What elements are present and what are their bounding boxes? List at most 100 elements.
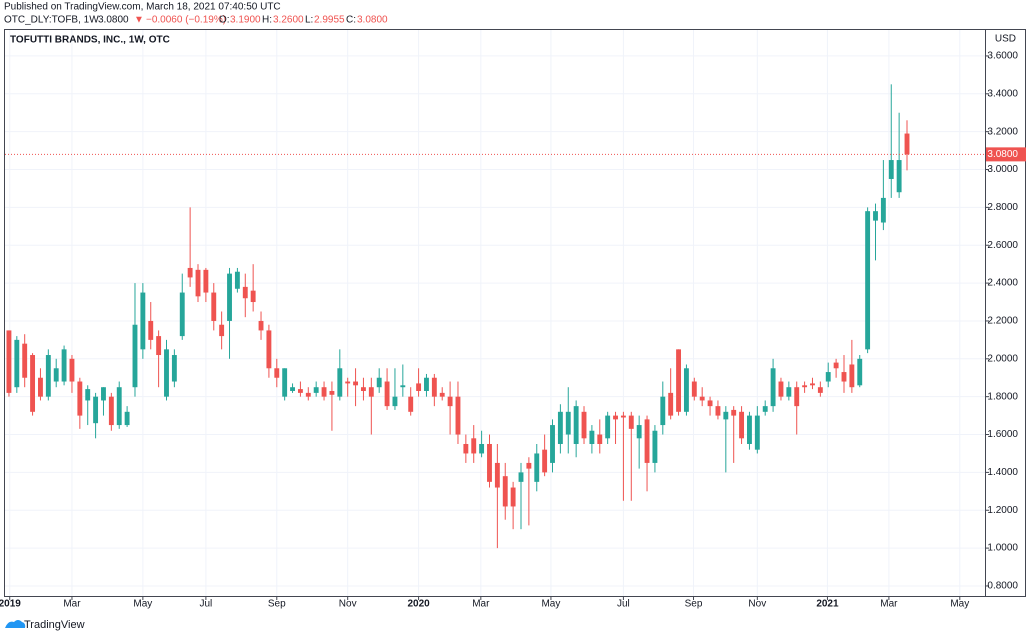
candle-body: [6, 330, 12, 393]
y-tick-label: 2.6000: [987, 240, 1018, 251]
y-tick-label: 2.8000: [987, 202, 1018, 213]
candle-body: [203, 269, 209, 293]
candle-body: [148, 320, 154, 340]
candle-body: [613, 415, 618, 420]
y-tick-label: 2.4000: [987, 278, 1018, 289]
candle-body: [101, 387, 106, 401]
candle-body: [691, 381, 697, 397]
candle-body: [620, 415, 626, 418]
candle-body: [384, 381, 390, 407]
x-tick-label: 2021: [816, 599, 839, 610]
candle-body: [896, 160, 902, 193]
candle-body: [683, 368, 689, 412]
published: Published on TradingView.com, March 18, …: [4, 2, 281, 13]
candle-body: [211, 292, 217, 321]
candle-body: [61, 349, 67, 382]
candle-body: [463, 443, 469, 454]
candle-body: [368, 387, 374, 397]
x-tick-label: May: [950, 599, 969, 610]
candle-body: [786, 387, 792, 397]
x-tick-label: 2020: [407, 599, 430, 610]
candle-body: [164, 349, 169, 397]
candle-body: [116, 387, 122, 426]
candle-body: [510, 487, 516, 507]
candle-body: [747, 415, 752, 444]
candle-body: [234, 271, 240, 289]
open-value: 3.1900: [230, 15, 261, 26]
y-tick-label: 3.4000: [987, 88, 1018, 99]
candle-body: [85, 389, 91, 401]
open-label: O:: [219, 15, 230, 26]
candle-body: [487, 443, 492, 482]
candle-body: [93, 396, 99, 424]
price-label: 3.0800: [987, 149, 1018, 160]
candle-body: [534, 453, 540, 482]
candle-body: [660, 396, 666, 426]
candle-body: [865, 211, 871, 350]
low-value: 2.9955: [314, 15, 345, 26]
candle-body: [140, 292, 146, 350]
candle-body: [810, 383, 815, 386]
candle-body: [392, 396, 398, 407]
candle-body: [849, 364, 855, 388]
candle-body: [573, 406, 579, 444]
candle-body: [605, 415, 611, 439]
candle-body: [329, 390, 335, 395]
high-value: 3.2600: [273, 15, 304, 26]
candle-body: [360, 387, 366, 391]
y-tick-label: 1.2000: [987, 505, 1018, 516]
x-tick-label: Nov: [339, 599, 357, 610]
x-tick-label: Jul: [199, 599, 212, 610]
candle-body: [841, 372, 847, 382]
candle-body: [825, 372, 831, 382]
candle-body: [794, 387, 800, 407]
candle-body: [305, 392, 311, 397]
candle-body: [30, 355, 36, 412]
candle-body: [707, 400, 713, 407]
candle-body: [431, 377, 437, 397]
candle-body: [77, 381, 83, 416]
candle-body: [14, 339, 20, 388]
candle-body: [321, 387, 327, 397]
candle-body: [715, 406, 721, 416]
candle-body: [526, 462, 532, 469]
x-tick-label: Nov: [748, 599, 766, 610]
candle-body: [266, 330, 272, 369]
candle-body: [345, 381, 351, 384]
candle-body: [337, 368, 343, 397]
candle-body: [258, 320, 264, 331]
x-tick-label: May: [133, 599, 152, 610]
candle-body: [762, 406, 768, 412]
candle-body: [455, 396, 461, 435]
candle-body: [857, 358, 863, 386]
candle-body: [195, 269, 201, 297]
candle-body: [550, 425, 555, 463]
candle-body: [873, 211, 878, 221]
logo: TradingView: [5, 619, 85, 631]
last-price: 3.0800: [98, 15, 129, 26]
candle-body: [471, 438, 477, 454]
candle-body: [290, 387, 295, 391]
close-value: 3.0800: [357, 15, 388, 26]
change: −0.0060 (−0.19%): [146, 15, 226, 26]
symbol-line: OTC_DLY:TOFB, 1W 3.0800 ▼ −0.0060 (−0.19…: [4, 15, 388, 26]
candle-body: [668, 392, 674, 416]
x-tick-label: May: [541, 599, 560, 610]
candle-body: [132, 324, 138, 388]
low-label: L:: [305, 15, 313, 26]
candle-body: [69, 358, 75, 382]
candle-body: [38, 377, 43, 397]
y-tick-label: 2.0000: [987, 353, 1018, 364]
candle-body: [53, 368, 59, 382]
candle-body: [652, 430, 658, 463]
y-tick-label: 1.6000: [987, 429, 1018, 440]
y-tick-label: 3.6000: [987, 51, 1018, 62]
candle-body: [557, 411, 563, 444]
candle-body: [581, 411, 587, 439]
x-tick-label: 2019: [0, 599, 21, 610]
candle-body: [353, 381, 359, 386]
candle-body: [479, 443, 485, 454]
candle-body: [219, 324, 225, 337]
candle-body: [833, 362, 839, 369]
